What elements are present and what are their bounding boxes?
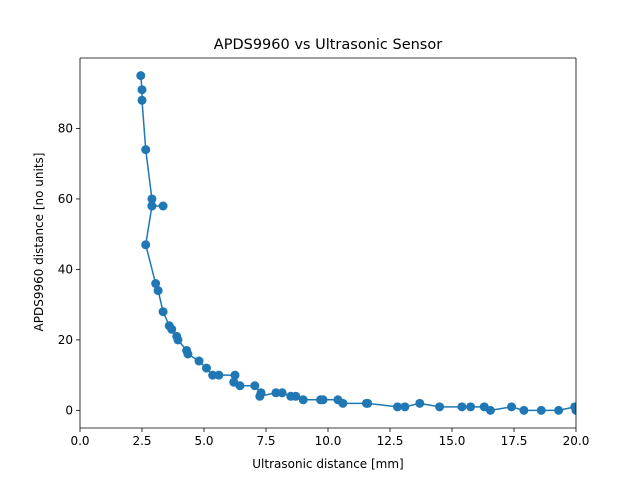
data-point <box>415 398 425 408</box>
data-point <box>271 388 281 398</box>
data-point <box>338 398 348 408</box>
data-point <box>208 370 218 380</box>
x-tick-label: 2.5 <box>132 434 151 448</box>
data-point <box>255 391 265 401</box>
x-tick-label: 12.5 <box>377 434 404 448</box>
x-tick-label: 15.0 <box>439 434 466 448</box>
x-tick-label: 0.0 <box>70 434 89 448</box>
data-point <box>167 324 177 334</box>
data-point <box>136 71 146 81</box>
data-point <box>230 370 240 380</box>
y-tick-label: 40 <box>58 262 73 276</box>
data-point <box>571 405 576 415</box>
data-point <box>536 405 546 415</box>
data-point <box>137 95 147 105</box>
y-tick-label: 60 <box>58 192 73 206</box>
data-point <box>291 391 301 401</box>
data-point <box>158 307 168 317</box>
x-tick-label: 17.5 <box>501 434 528 448</box>
data-point <box>485 405 495 415</box>
data-point <box>519 405 529 415</box>
x-tick-label: 20.0 <box>563 434 590 448</box>
x-tick-label: 5.0 <box>194 434 213 448</box>
data-point <box>554 405 564 415</box>
data-point <box>363 398 373 408</box>
y-tick-label: 0 <box>65 403 73 417</box>
x-tick-label: 7.5 <box>256 434 275 448</box>
x-tick-label: 10.0 <box>315 434 342 448</box>
data-point <box>298 395 308 405</box>
y-axis-title: APDS9960 distance [no units] <box>32 153 46 332</box>
data-point <box>151 279 161 289</box>
y-tick-label: 20 <box>58 333 73 347</box>
data-point <box>194 356 204 366</box>
data-point <box>250 381 260 391</box>
data-point <box>137 85 147 95</box>
chart-title: APDS9960 vs Ultrasonic Sensor <box>214 37 442 53</box>
data-point <box>173 335 183 345</box>
data-point <box>158 201 168 211</box>
data-point <box>235 381 245 391</box>
data-point <box>147 201 157 211</box>
plot-area: 0.0 2.5 5.0 7.5 10.0 12.5 15.0 17.5 20.0 0 20 40 60 8… <box>58 57 590 448</box>
data-point <box>147 194 157 204</box>
data-point <box>277 388 287 398</box>
data-point <box>183 349 193 359</box>
data-point <box>318 395 328 405</box>
data-point <box>201 363 211 373</box>
data-point <box>435 402 445 412</box>
data-point <box>466 402 476 412</box>
data-point <box>457 402 467 412</box>
data-point <box>141 240 151 250</box>
data-point <box>507 402 517 412</box>
y-tick-label: 80 <box>58 121 73 135</box>
data-point <box>392 402 402 412</box>
x-axis-title: Ultrasonic distance [mm] <box>252 457 403 471</box>
data-point <box>153 286 163 296</box>
data-point <box>214 370 224 380</box>
data-point <box>400 402 410 412</box>
data-point <box>141 145 151 155</box>
